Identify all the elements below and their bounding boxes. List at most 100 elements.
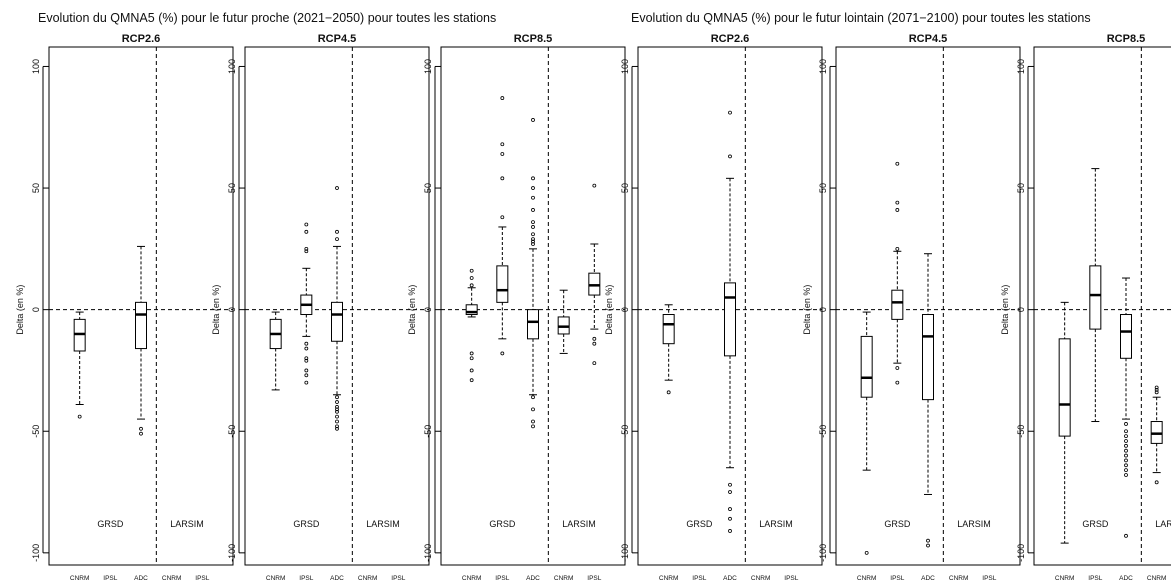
iqr-box	[136, 302, 147, 348]
outlier-point	[532, 233, 535, 236]
outlier-point	[470, 352, 473, 355]
outlier-point	[470, 357, 473, 360]
outlier-point	[305, 342, 308, 345]
outlier-point	[501, 153, 504, 156]
y-tick-label: -100	[1016, 544, 1026, 562]
outlier-point	[1125, 439, 1128, 442]
outlier-point	[336, 230, 339, 233]
iqr-box	[892, 290, 903, 319]
boxplot-cnrm	[1059, 302, 1070, 543]
boxplot-cnrm	[861, 312, 872, 554]
outlier-point	[470, 379, 473, 382]
outlier-point	[1125, 534, 1128, 537]
outlier-point	[336, 401, 339, 404]
outlier-point	[305, 374, 308, 377]
outlier-point	[532, 187, 535, 190]
outlier-point	[532, 425, 535, 428]
y-axis-label: Delta (en %)	[15, 285, 25, 335]
boxplot-cnrm	[74, 312, 85, 418]
panel-title: RCP8.5	[1107, 33, 1146, 45]
outlier-point	[1125, 449, 1128, 452]
outlier-point	[532, 208, 535, 211]
y-tick-label: -50	[423, 425, 433, 438]
outlier-point	[896, 208, 899, 211]
group-label: GRSD	[293, 519, 320, 529]
y-axis-label: Delta (en %)	[407, 285, 417, 335]
outlier-point	[305, 347, 308, 350]
outlier-point	[305, 381, 308, 384]
x-tick-label: CNRM	[1055, 575, 1075, 582]
y-tick-label: -100	[31, 544, 41, 562]
y-axis-label: Delta (en %)	[1000, 285, 1010, 335]
iqr-box	[497, 266, 508, 302]
panel-2: RCP4.5 100 50 0 -50 -100 Delta (en %) GRSD LARSI…	[211, 33, 429, 582]
outlier-point	[501, 97, 504, 100]
panel-3: RCP8.5100500-50-100Delta (en %)GRSD LARSI…	[407, 33, 625, 582]
boxplot-cnrm	[466, 269, 477, 381]
outlier-point	[896, 367, 899, 370]
y-tick-label: 0	[620, 307, 630, 312]
y-tick-label: -50	[1016, 425, 1026, 438]
y-tick-label: 0	[1016, 307, 1026, 312]
boxplot-cnrm	[1151, 386, 1162, 484]
iqr-box	[861, 336, 872, 397]
outlier-point	[1125, 464, 1128, 467]
panel-1: RCP2.6100500-50-100Delta (en %)GRSD LARSI…	[15, 33, 233, 582]
outlier-point	[305, 230, 308, 233]
outlier-point	[593, 184, 596, 187]
outlier-point	[140, 432, 143, 435]
panel-title: RCP4.5	[318, 33, 357, 45]
x-tick-label: CNRM	[659, 575, 679, 582]
panel-title: RCP2.6	[122, 33, 161, 45]
outlier-point	[470, 369, 473, 372]
outlier-point	[927, 544, 930, 547]
y-tick-label: 50	[31, 183, 41, 193]
y-tick-label: 100	[423, 59, 433, 74]
outlier-point	[729, 491, 732, 494]
x-tick-label: IPSL	[784, 575, 798, 582]
outlier-point	[1125, 435, 1128, 438]
outlier-point	[501, 216, 504, 219]
panel-5: RCP4.5100500-50-100Delta (en %)GRSD LARSI…	[802, 33, 1020, 582]
outlier-point	[78, 415, 81, 418]
y-tick-label: 100	[818, 59, 828, 74]
x-tick-label: IPSL	[587, 575, 601, 582]
group-label: LARSIM	[170, 519, 204, 529]
y-tick-label: -50	[31, 425, 41, 438]
boxplot-ipsl	[1090, 169, 1101, 422]
x-tick-label: CNRM	[1147, 575, 1167, 582]
iqr-box	[923, 315, 934, 400]
outlier-point	[896, 162, 899, 165]
outlier-point	[896, 247, 899, 250]
y-tick-label: 50	[227, 183, 237, 193]
y-tick-label: -50	[818, 425, 828, 438]
outlier-point	[1155, 481, 1158, 484]
iqr-box	[1059, 339, 1070, 436]
panel-4: RCP2.6 100 50 0 -50 -100 Delta (en %) GRSD LARSI…	[604, 33, 822, 582]
outlier-point	[729, 483, 732, 486]
x-tick-label: IPSL	[1088, 575, 1102, 582]
outlier-point	[729, 529, 732, 532]
y-tick-label: -50	[227, 425, 237, 438]
panel-title: RCP2.6	[711, 33, 750, 45]
outlier-point	[896, 201, 899, 204]
y-tick-label: -100	[227, 544, 237, 562]
boxplot-adc	[1121, 278, 1132, 537]
outlier-point	[532, 396, 535, 399]
boxplot-ipsl	[497, 97, 508, 355]
x-tick-label: CNRM	[462, 575, 482, 582]
outlier-point	[501, 352, 504, 355]
outlier-point	[1125, 469, 1128, 472]
x-tick-label: CNRM	[857, 575, 877, 582]
outlier-point	[470, 269, 473, 272]
outlier-point	[532, 177, 535, 180]
group-label: LARSIM	[366, 519, 400, 529]
boxplot-adc	[923, 254, 934, 547]
boxplot-cnrm	[558, 290, 569, 353]
y-tick-label: -100	[620, 544, 630, 562]
y-tick-label: 50	[818, 183, 828, 193]
y-tick-label: 0	[31, 307, 41, 312]
outlier-point	[336, 396, 339, 399]
y-tick-label: 100	[1016, 59, 1026, 74]
group-label: GRSD	[884, 519, 911, 529]
